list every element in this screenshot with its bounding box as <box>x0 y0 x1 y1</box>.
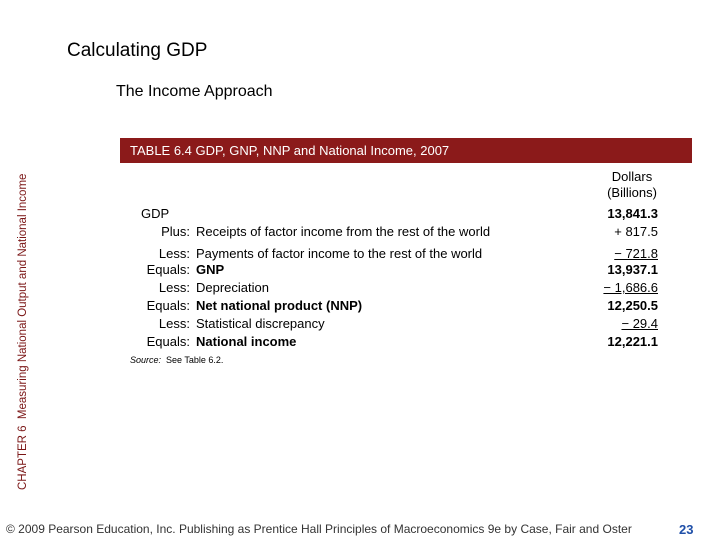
table-title-bar <box>120 138 692 163</box>
title: Calculating GDP <box>67 40 208 61</box>
row-value: − 1,686.6 <box>603 280 658 295</box>
row-value: 13,937.1 <box>607 262 658 277</box>
row-operator: Less: <box>158 246 190 261</box>
subtitle: The Income Approach <box>116 83 273 100</box>
row-operator: Less: <box>158 280 190 295</box>
row-value: 12,221.1 <box>607 334 658 349</box>
row-label: National income <box>196 334 297 349</box>
row-value: 13,841.3 <box>607 206 658 221</box>
row-value: − 29.4 <box>621 316 658 331</box>
row-label: Receipts of factor income from the rest … <box>196 224 491 239</box>
row-operator: Equals: <box>146 262 190 277</box>
row-value: + 817.5 <box>614 224 658 239</box>
column-header: Dollars (Billions) <box>607 169 657 200</box>
row-value: − 721.8 <box>614 246 658 261</box>
row-operator: Less: <box>158 316 190 331</box>
row-operator: Equals: <box>146 334 190 349</box>
source: Source: See Table 6.2. <box>130 355 223 365</box>
page-number: 23 <box>679 522 694 537</box>
table-title: TABLE 6.4 GDP, GNP, NNP and National Inc… <box>130 143 450 158</box>
chapter: CHAPTER 6 <box>17 425 29 490</box>
row-label: Depreciation <box>196 280 269 295</box>
source-label: Source: <box>130 355 162 365</box>
sidebar: CHAPTER 6 Measuring National Output and … <box>17 174 29 490</box>
footer: © 2009 Pearson Education, Inc. Publishin… <box>6 522 632 536</box>
row-label: Payments of factor income to the rest of… <box>196 246 483 261</box>
row-label: GNP <box>196 262 225 277</box>
source-text: See Table 6.2. <box>166 355 224 365</box>
chapter-title: Measuring National Output and National I… <box>17 173 29 420</box>
row-operator: Plus: <box>161 224 190 239</box>
row-label: Net national product (NNP) <box>196 298 363 313</box>
row-value: 12,250.5 <box>607 298 658 313</box>
row-label: Statistical discrepancy <box>196 316 325 331</box>
row-label: GDP <box>141 206 170 221</box>
row-operator: Equals: <box>146 298 190 313</box>
